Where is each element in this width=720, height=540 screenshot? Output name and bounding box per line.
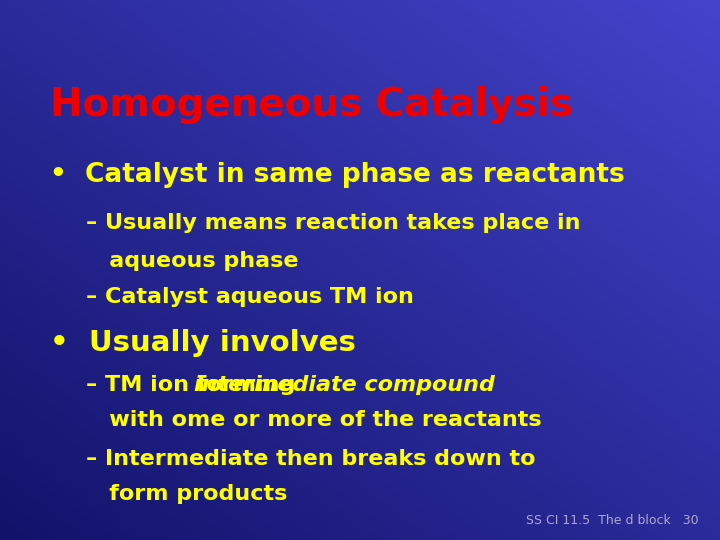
Text: – Catalyst aqueous TM ion: – Catalyst aqueous TM ion [86, 287, 414, 307]
Text: form products: form products [86, 484, 288, 504]
Text: •  Catalyst in same phase as reactants: • Catalyst in same phase as reactants [50, 162, 625, 188]
Text: – Usually means reaction takes place in: – Usually means reaction takes place in [86, 213, 581, 233]
Text: intermediate compound: intermediate compound [194, 375, 495, 395]
Text: •  Usually involves: • Usually involves [50, 329, 356, 357]
Text: aqueous phase: aqueous phase [86, 251, 299, 271]
Text: with ome or more of the reactants: with ome or more of the reactants [86, 410, 542, 430]
Text: Homogeneous Catalysis: Homogeneous Catalysis [50, 86, 573, 124]
Text: SS CI 11.5  The d block   30: SS CI 11.5 The d block 30 [526, 514, 698, 526]
Text: – TM ion forming: – TM ion forming [86, 375, 304, 395]
Text: – Intermediate then breaks down to: – Intermediate then breaks down to [86, 449, 536, 469]
